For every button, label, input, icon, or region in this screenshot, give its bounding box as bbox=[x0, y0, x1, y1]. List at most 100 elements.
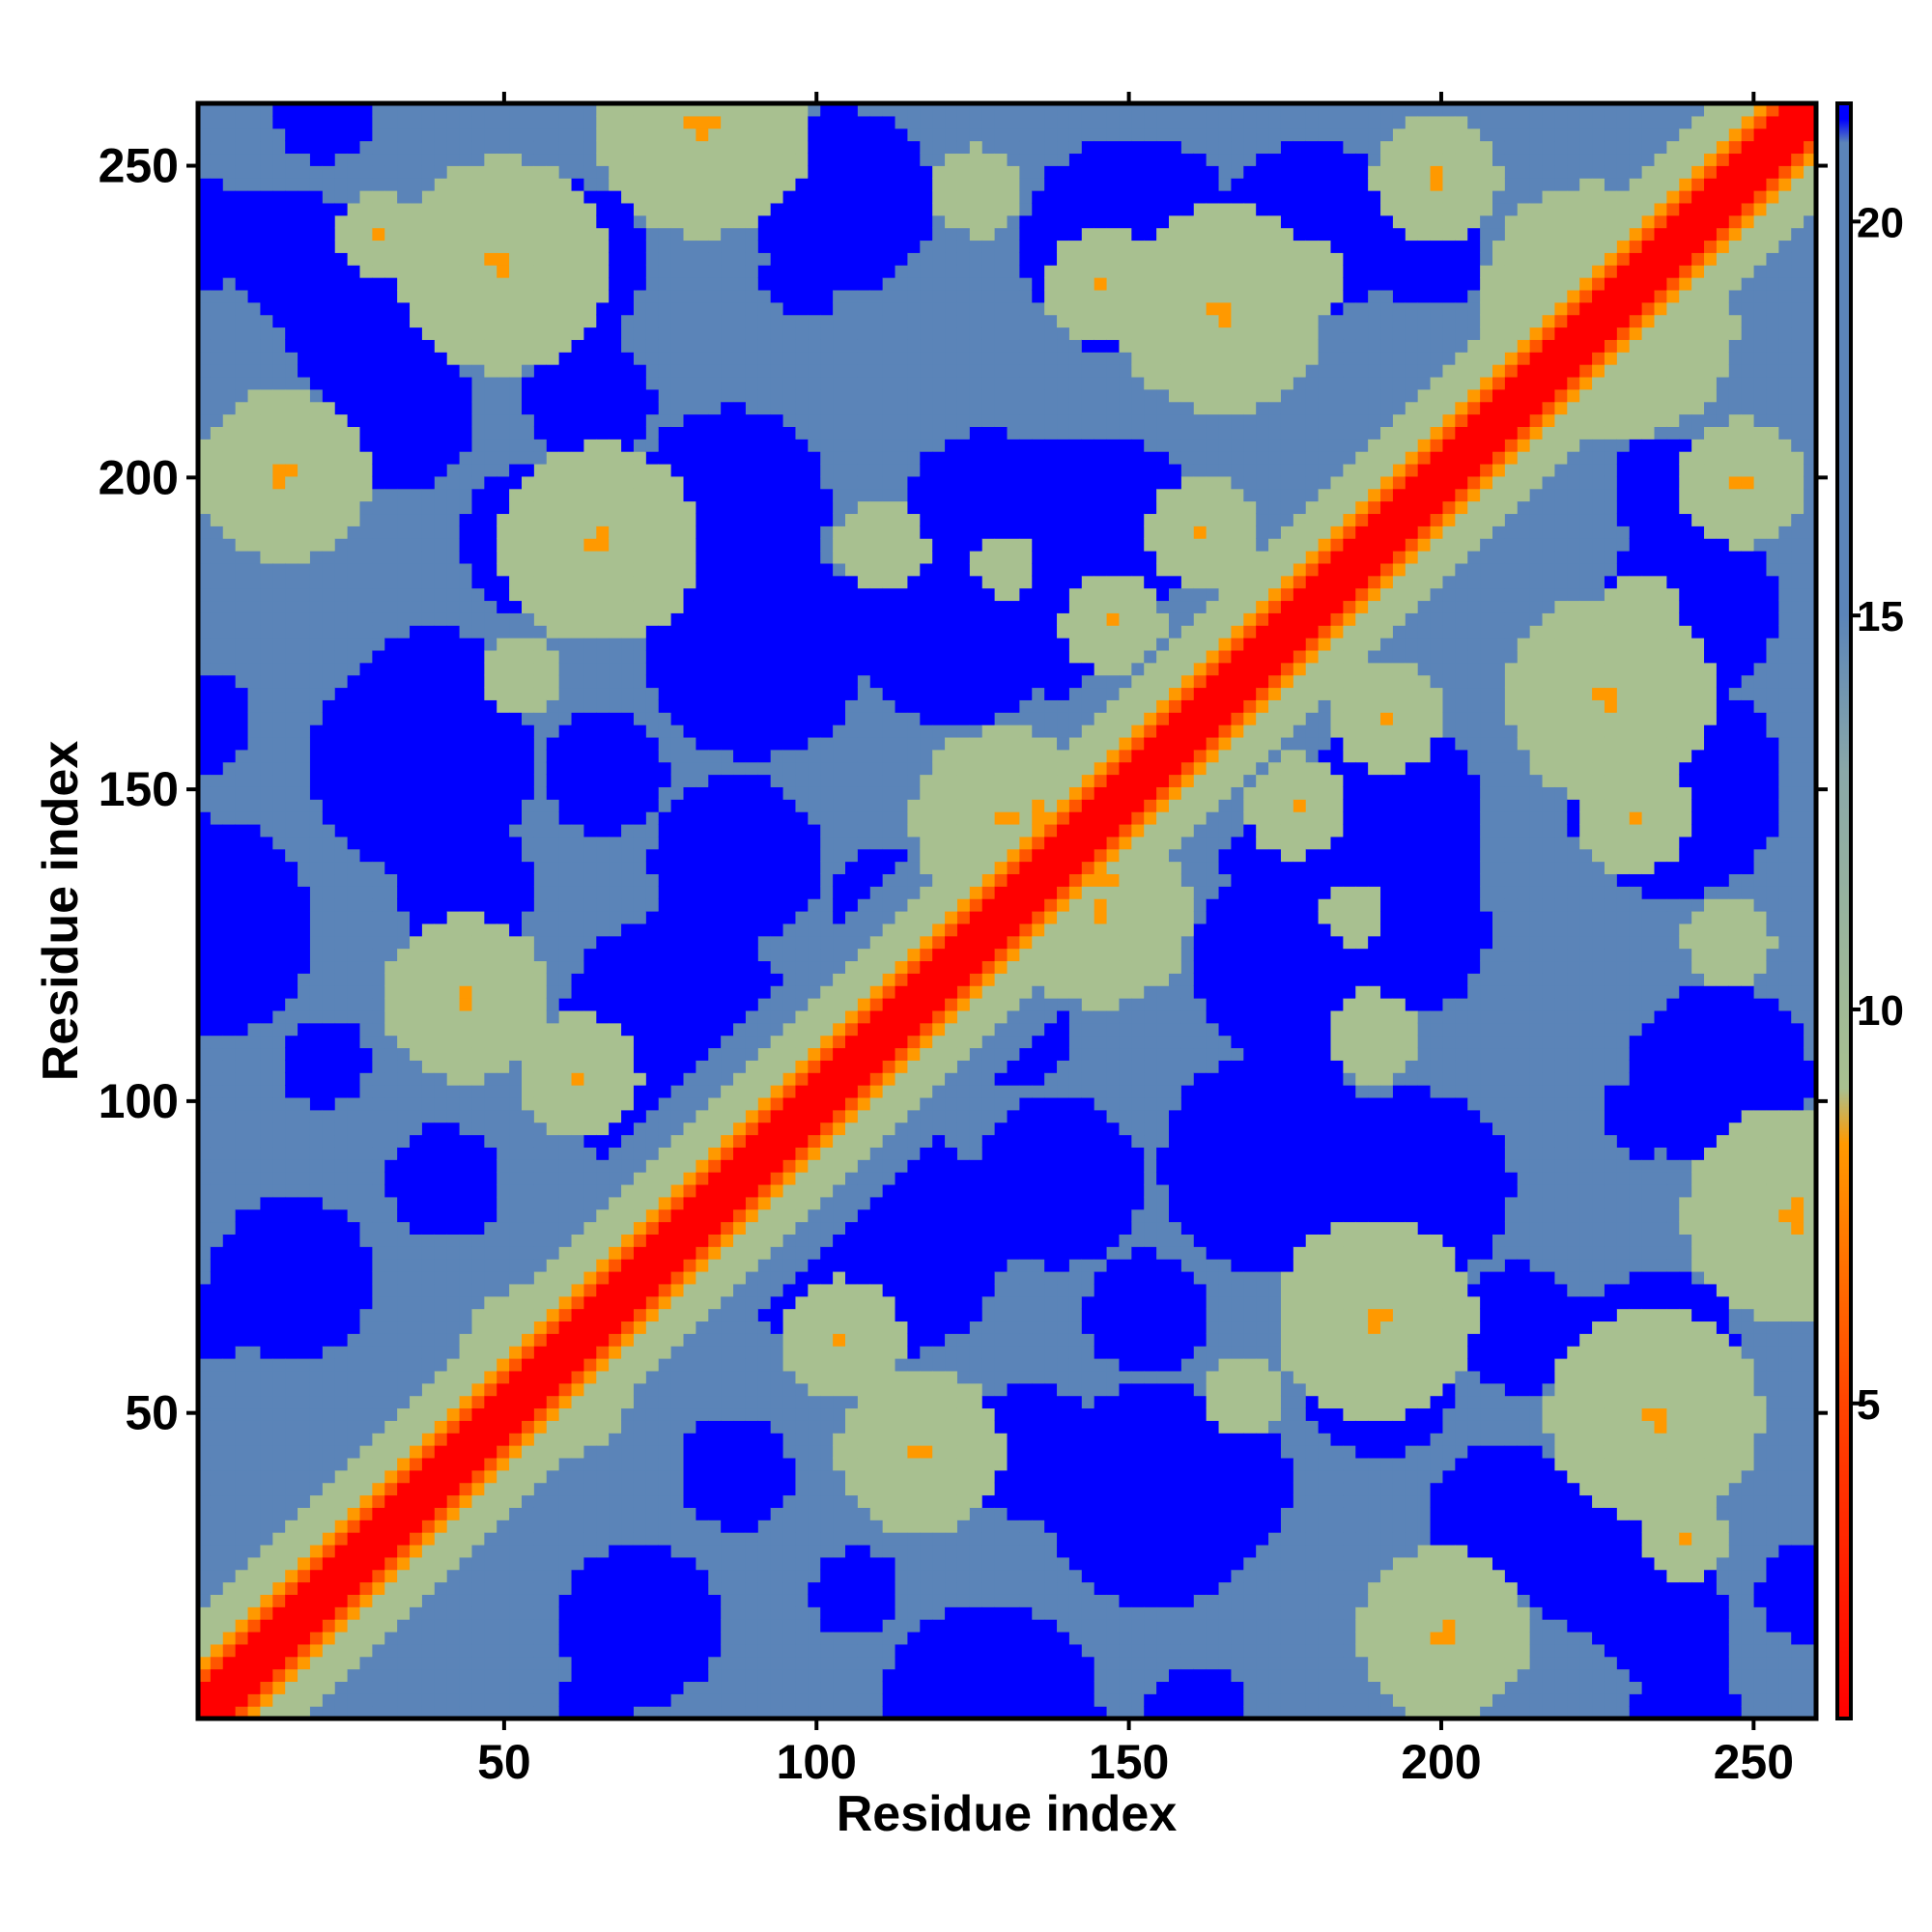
heatmap-cell bbox=[285, 1581, 298, 1595]
heatmap-cell bbox=[471, 774, 485, 787]
heatmap-cell bbox=[322, 1681, 336, 1694]
heatmap-cell bbox=[334, 886, 349, 899]
heatmap-cell bbox=[621, 439, 635, 452]
heatmap-cell bbox=[285, 1270, 298, 1285]
heatmap-cell bbox=[322, 1346, 336, 1359]
heatmap-cell bbox=[347, 1159, 361, 1173]
heatmap-cell bbox=[484, 1308, 497, 1322]
heatmap-cell bbox=[522, 252, 535, 266]
heatmap-cell bbox=[497, 1109, 510, 1123]
heatmap-cell bbox=[421, 562, 436, 577]
heatmap-cell bbox=[596, 314, 610, 328]
heatmap-cell bbox=[421, 1221, 436, 1235]
heatmap-cell bbox=[334, 376, 349, 390]
heatmap-cell bbox=[596, 301, 610, 316]
heatmap-cell bbox=[198, 625, 212, 639]
heatmap-cell bbox=[298, 774, 311, 787]
heatmap-cell bbox=[621, 687, 635, 700]
heatmap-cell bbox=[558, 612, 573, 626]
heatmap-cell bbox=[347, 1482, 361, 1496]
heatmap-cell bbox=[260, 301, 273, 316]
heatmap-cell bbox=[410, 178, 423, 191]
heatmap-cell bbox=[198, 214, 212, 229]
heatmap-cell bbox=[509, 1457, 523, 1471]
heatmap-cell bbox=[497, 214, 510, 229]
heatmap-cell bbox=[421, 277, 436, 291]
heatmap-cell bbox=[285, 649, 298, 664]
heatmap-cell bbox=[298, 973, 311, 986]
heatmap-cell bbox=[596, 1283, 610, 1297]
heatmap-cell bbox=[446, 861, 461, 875]
heatmap-cell bbox=[484, 649, 497, 664]
heatmap-cell bbox=[235, 1346, 249, 1359]
heatmap-cell bbox=[309, 252, 324, 266]
heatmap-cell bbox=[334, 1308, 349, 1322]
heatmap-cell bbox=[558, 861, 573, 875]
heatmap-cell bbox=[645, 1556, 660, 1571]
heatmap-cell bbox=[198, 1085, 212, 1098]
heatmap-cell bbox=[609, 265, 622, 278]
heatmap-cell bbox=[322, 1096, 336, 1111]
heatmap-cell bbox=[571, 1308, 585, 1322]
heatmap-cell bbox=[334, 1420, 349, 1434]
heatmap-cell bbox=[621, 1109, 635, 1123]
heatmap-cell bbox=[260, 823, 273, 838]
heatmap-cell bbox=[533, 252, 548, 266]
heatmap-cell bbox=[210, 1172, 224, 1185]
heatmap-cell bbox=[298, 413, 311, 427]
heatmap-cell bbox=[298, 500, 311, 515]
heatmap-cell bbox=[222, 712, 237, 725]
heatmap-cell bbox=[384, 786, 398, 800]
heatmap-cell bbox=[235, 625, 249, 639]
heatmap-cell bbox=[609, 1085, 622, 1098]
heatmap-cell bbox=[322, 649, 336, 664]
heatmap-cell bbox=[347, 948, 361, 962]
heatmap-cell bbox=[285, 1321, 298, 1334]
heatmap-cell bbox=[322, 1643, 336, 1658]
heatmap-cell bbox=[609, 1420, 622, 1434]
heatmap-cell bbox=[309, 1631, 324, 1645]
heatmap-cell bbox=[533, 1556, 548, 1571]
heatmap-cell bbox=[372, 836, 385, 850]
heatmap-cell bbox=[546, 463, 560, 477]
heatmap-cell bbox=[670, 1706, 685, 1719]
heatmap-cell bbox=[596, 1569, 610, 1583]
heatmap-cell bbox=[384, 1109, 398, 1123]
heatmap-cell bbox=[558, 960, 573, 974]
heatmap-cell bbox=[421, 1420, 436, 1434]
heatmap-cell bbox=[546, 761, 560, 776]
heatmap-cell bbox=[522, 1532, 535, 1546]
heatmap-cell bbox=[546, 649, 560, 664]
heatmap-cell bbox=[621, 352, 635, 365]
heatmap-cell bbox=[198, 103, 212, 117]
heatmap-cell bbox=[571, 277, 585, 291]
heatmap-cell bbox=[359, 352, 373, 365]
heatmap-cell bbox=[372, 1656, 385, 1670]
heatmap-cell bbox=[309, 463, 324, 477]
heatmap-cell bbox=[285, 1382, 298, 1397]
heatmap-cell bbox=[509, 911, 523, 924]
heatmap-cell bbox=[397, 873, 411, 887]
heatmap-cell bbox=[384, 886, 398, 899]
heatmap-cell bbox=[645, 712, 660, 725]
heatmap-cell bbox=[546, 1606, 560, 1620]
heatmap-cell bbox=[471, 736, 485, 751]
heatmap-cell bbox=[609, 1681, 622, 1694]
heatmap-cell bbox=[571, 687, 585, 700]
heatmap-cell bbox=[434, 1259, 448, 1272]
heatmap-cell bbox=[434, 1333, 448, 1347]
heatmap-cell bbox=[247, 724, 262, 738]
heatmap-cell bbox=[522, 587, 535, 602]
heatmap-cell bbox=[571, 562, 585, 577]
heatmap-cell bbox=[260, 240, 273, 253]
heatmap-cell bbox=[509, 1556, 523, 1571]
heatmap-cell bbox=[260, 1109, 273, 1123]
heatmap-cell bbox=[421, 413, 436, 427]
heatmap-cell bbox=[583, 911, 597, 924]
heatmap-cell bbox=[298, 265, 311, 278]
heatmap-cell bbox=[210, 277, 224, 291]
heatmap-cell bbox=[272, 1457, 286, 1471]
heatmap-cell bbox=[222, 1259, 237, 1272]
heatmap-cell bbox=[621, 1482, 635, 1496]
heatmap-cell bbox=[658, 1283, 672, 1297]
